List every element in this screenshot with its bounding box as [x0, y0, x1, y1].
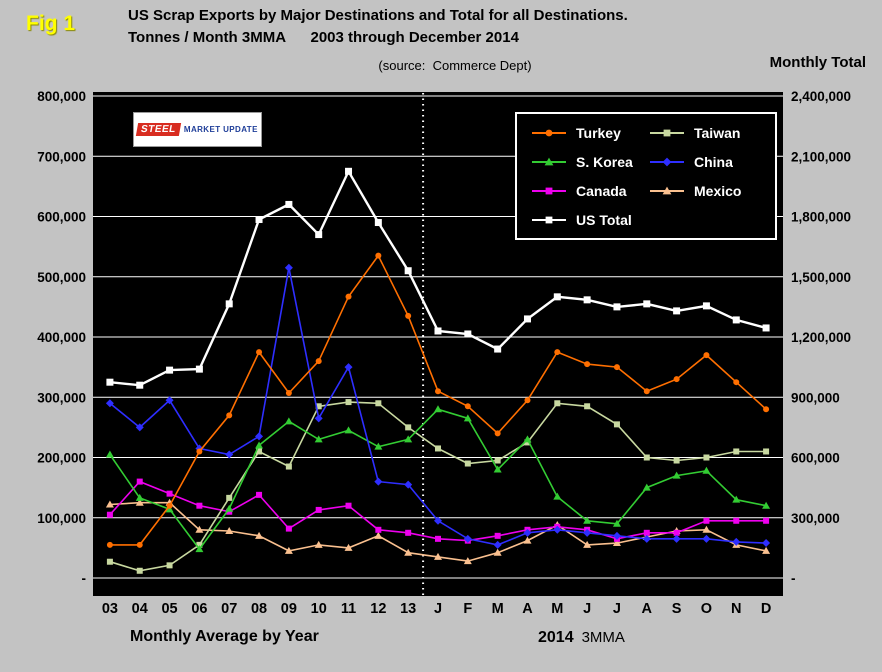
svg-text:M: M — [492, 601, 504, 617]
svg-text:S: S — [672, 601, 682, 617]
svg-text:1,500,000: 1,500,000 — [791, 270, 851, 285]
series-canada — [106, 478, 770, 544]
svg-text:2,400,000: 2,400,000 — [791, 89, 851, 104]
svg-text:1,800,000: 1,800,000 — [791, 210, 851, 225]
x-axis-group-label-years: Monthly Average by Year — [130, 628, 319, 645]
svg-text:F: F — [463, 601, 472, 617]
series-taiwan — [106, 399, 770, 574]
svg-text:A: A — [642, 601, 653, 617]
svg-text:400,000: 400,000 — [37, 330, 86, 345]
right-axis-title: Monthly Total — [769, 54, 866, 71]
svg-text:600,000: 600,000 — [791, 451, 840, 466]
svg-text:J: J — [583, 601, 591, 617]
legend-item-mexico: Mexico — [649, 183, 767, 199]
svg-text:N: N — [731, 601, 741, 617]
svg-text:J: J — [613, 601, 621, 617]
x-axis-2014-label: 2014 — [538, 629, 574, 646]
svg-text:08: 08 — [251, 601, 267, 617]
series-china — [105, 263, 771, 549]
logo-steel-text: STEEL — [136, 123, 182, 136]
svg-text:300,000: 300,000 — [37, 390, 86, 405]
legend-swatch-s-korea — [532, 157, 566, 165]
svg-text:-: - — [791, 571, 796, 586]
svg-text:11: 11 — [341, 601, 356, 617]
svg-text:100,000: 100,000 — [37, 511, 86, 526]
legend-item-s-korea: S. Korea — [531, 154, 649, 170]
legend-swatch-us-total — [532, 216, 566, 223]
svg-text:06: 06 — [191, 601, 207, 617]
legend-item-canada: Canada — [531, 183, 649, 199]
chart-title-line1: US Scrap Exports by Major Destinations a… — [128, 7, 628, 24]
svg-text:600,000: 600,000 — [37, 210, 86, 225]
x-axis-labels: 03 04 05 06 07 08 09 10 11 12 13 J F M A M J J A S O N D — [102, 601, 771, 617]
legend-label-china: China — [694, 153, 733, 170]
legend-swatch-canada — [532, 187, 566, 194]
svg-text:05: 05 — [161, 601, 177, 617]
fig-label: Fig 1 — [26, 12, 76, 35]
left-axis-labels: 800,000 700,000 600,000 500,000 400,000 300,0… — [37, 89, 86, 586]
legend-label-taiwan: Taiwan — [694, 124, 741, 141]
svg-text:300,000: 300,000 — [791, 511, 840, 526]
logo-market-update-text: MARKET UPDATE — [183, 125, 258, 134]
series-turkey — [106, 252, 770, 548]
series-us-total — [106, 167, 770, 389]
svg-text:D: D — [761, 601, 771, 617]
svg-text:12: 12 — [370, 601, 386, 617]
svg-text:800,000: 800,000 — [37, 89, 86, 104]
legend: Turkey Taiwan S. Korea China Canada Mexico US … — [515, 112, 777, 240]
legend-swatch-mexico — [650, 186, 684, 194]
svg-text:07: 07 — [221, 601, 237, 617]
legend-swatch-china — [650, 157, 684, 166]
legend-swatch-turkey — [532, 129, 566, 136]
legend-label-s-korea: S. Korea — [576, 153, 633, 170]
x-axis-group-label-2014: 2014 3MMA — [538, 629, 625, 647]
svg-text:M: M — [551, 601, 563, 617]
svg-text:2,100,000: 2,100,000 — [791, 149, 851, 164]
series-s-korea — [105, 405, 771, 553]
svg-text:-: - — [82, 571, 87, 586]
legend-label-canada: Canada — [576, 182, 627, 199]
svg-text:J: J — [434, 601, 442, 617]
svg-text:13: 13 — [400, 601, 416, 617]
svg-text:04: 04 — [132, 601, 148, 617]
svg-text:03: 03 — [102, 601, 118, 617]
chart-title-line2: Tonnes / Month 3MMA 2003 through Decembe… — [128, 29, 519, 46]
legend-item-us-total: US Total — [531, 212, 649, 228]
svg-text:1,200,000: 1,200,000 — [791, 330, 851, 345]
svg-text:900,000: 900,000 — [791, 390, 840, 405]
chart-source-note: (source: Commerce Dept) — [378, 58, 532, 73]
logo-steel-market-update: STEEL MARKET UPDATE — [133, 112, 262, 147]
svg-text:700,000: 700,000 — [37, 149, 86, 164]
legend-swatch-taiwan — [650, 129, 684, 136]
legend-item-taiwan: Taiwan — [649, 125, 767, 141]
svg-text:10: 10 — [311, 601, 327, 617]
legend-label-mexico: Mexico — [694, 182, 742, 199]
svg-text:200,000: 200,000 — [37, 451, 86, 466]
legend-item-china: China — [649, 154, 767, 170]
right-axis-labels: 2,400,000 2,100,000 1,800,000 1,500,000 1,20… — [791, 89, 851, 586]
svg-text:O: O — [701, 601, 712, 617]
x-axis-3mma-label: 3MMA — [581, 629, 625, 646]
svg-text:500,000: 500,000 — [37, 270, 86, 285]
legend-label-us-total: US Total — [576, 211, 632, 228]
legend-label-turkey: Turkey — [576, 124, 621, 141]
svg-text:A: A — [522, 601, 533, 617]
legend-item-turkey: Turkey — [531, 125, 649, 141]
svg-text:09: 09 — [281, 601, 297, 617]
